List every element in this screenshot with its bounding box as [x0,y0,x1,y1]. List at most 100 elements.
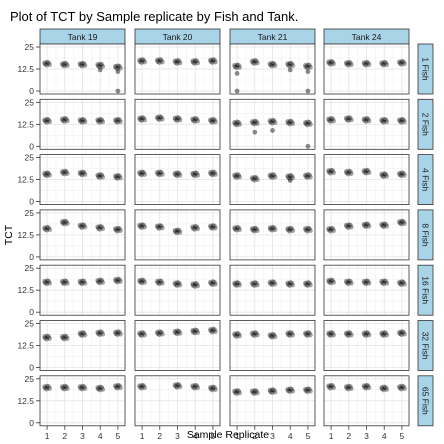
data-point [99,172,105,178]
data-point [115,385,120,391]
y-tick-label: 0 [29,252,34,262]
data-point [347,115,353,121]
data-point [287,333,293,338]
data-point [379,171,385,177]
data-point [99,329,105,335]
data-point [234,391,239,396]
data-point [232,333,238,338]
data-point [78,280,83,286]
data-point [402,172,407,178]
data-point [269,282,275,288]
data-point [343,169,349,174]
data-point [210,384,216,390]
data-point [62,168,68,174]
data-point [44,62,49,68]
data-point [142,332,147,338]
data-point [343,278,349,284]
data-point [64,63,70,68]
x-tick-label: 1 [45,431,50,441]
data-point [59,384,65,389]
data-point [347,330,353,336]
data-point [234,119,240,125]
data-point-outlier [115,69,121,75]
data-point [139,225,144,231]
data-point [287,386,293,392]
data-point [232,172,237,178]
data-point [213,281,218,287]
data-point [285,173,291,179]
data-point [364,116,369,121]
data-point [46,225,51,231]
data-point [397,219,402,224]
data-point [285,175,291,180]
data-point [365,116,371,122]
data-point [364,382,369,388]
data-point [285,386,291,392]
data-point [399,279,405,285]
data-point-outlier [305,69,311,75]
data-point [303,282,309,287]
data-point [401,329,406,335]
data-point [115,329,121,335]
data-point [97,280,103,286]
data-point [287,225,293,231]
data-point [177,330,183,336]
data-point [361,116,367,122]
data-point [137,171,143,177]
data-point [399,329,405,335]
data-point [195,283,201,289]
data-point [253,226,259,232]
facet-strip-row-label: 32 Fish [421,332,431,360]
data-point [343,384,349,389]
data-point [42,334,47,339]
data-point [95,385,101,390]
data-point [343,330,349,336]
panel-border [229,43,316,95]
data-point [97,387,103,393]
data-point [117,63,122,69]
data-point [384,62,390,68]
data-point [190,116,196,122]
data-point [212,57,217,63]
data-point [330,383,335,389]
panel-border [229,98,316,150]
data-point [213,329,218,334]
data-point [287,389,293,395]
data-point [158,223,164,229]
x-tick-label: 2 [157,431,162,441]
panel-border [323,209,410,261]
data-point [194,116,200,122]
data-point [97,175,103,180]
data-point [397,331,403,337]
data-point [157,169,163,175]
data-point [97,116,103,122]
data-point [190,58,196,64]
data-point [366,223,372,229]
data-point [326,59,331,65]
data-point [174,283,180,288]
data-point [79,119,85,125]
data-point [137,332,143,337]
data-point [137,115,142,121]
data-point [190,281,196,287]
data-point [397,59,402,65]
data-point [397,118,403,124]
data-point [234,172,240,177]
facet-strip-row [417,43,434,95]
data-point [326,168,331,174]
data-point [154,278,160,284]
panel-border [323,98,410,150]
data-point [80,169,85,175]
data-point [236,388,241,394]
data-point [158,114,164,120]
data-point [232,225,237,231]
data-point [190,170,196,176]
data-point [305,172,311,177]
data-point [365,60,371,66]
y-tick-label: 0 [29,418,34,428]
data-point [113,383,118,389]
data-point [118,228,123,234]
data-point [154,329,160,335]
data-point-outlier [287,67,293,73]
data-point [156,332,162,338]
